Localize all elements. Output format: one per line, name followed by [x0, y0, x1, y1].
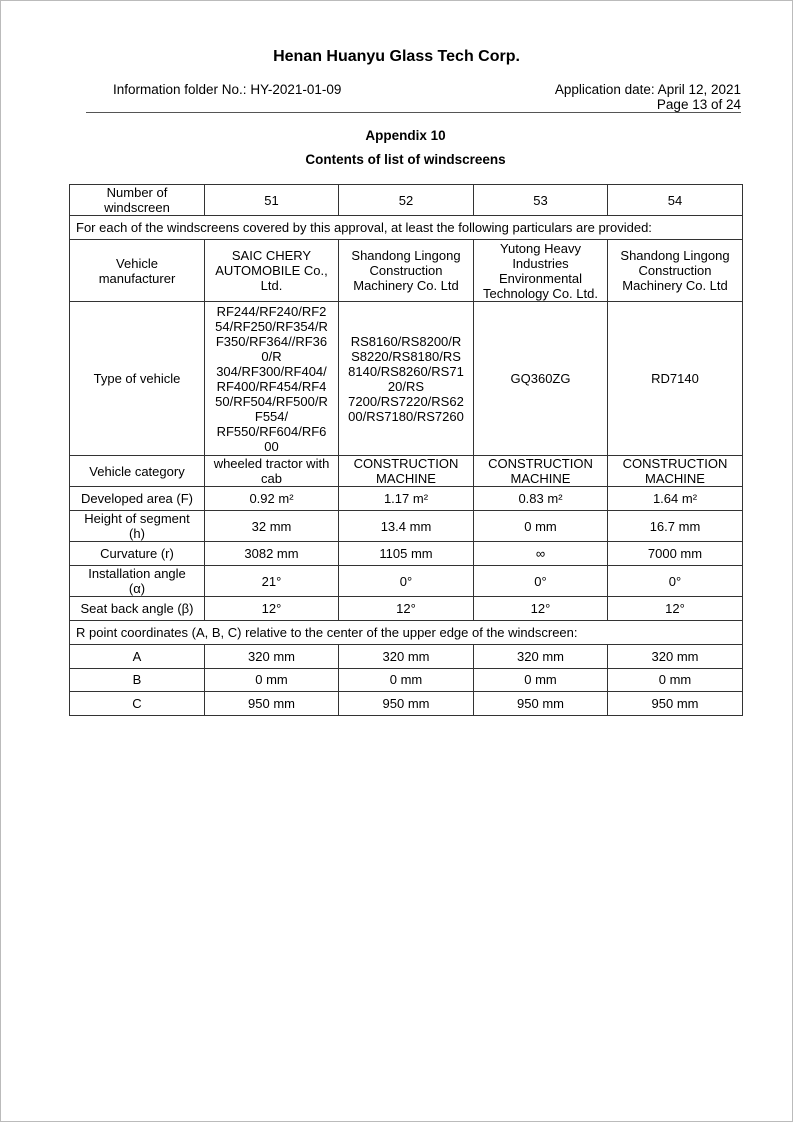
row-label: Curvature (r)	[69, 541, 205, 566]
table-cell: 1.17 m²	[338, 486, 474, 511]
table-cell: 1.64 m²	[607, 486, 743, 511]
table-cell: 16.7 mm	[607, 510, 743, 542]
table-cell: 21°	[204, 565, 339, 597]
coord-row: A 320 mm 320 mm 320 mm 320 mm	[69, 644, 743, 669]
table-cell: 0°	[607, 565, 743, 597]
row-label: Number of windscreen	[69, 184, 205, 216]
table-row: Height of segment (h) 32 mm 13.4 mm 0 mm 16.…	[69, 510, 743, 542]
table-cell: 7000 mm	[607, 541, 743, 566]
table-cell: 320 mm	[607, 644, 743, 669]
row-label: B	[69, 667, 205, 692]
table-row: Vehicle manufacturer SAIC CHERY AUTOMOBIL…	[69, 239, 743, 302]
table-row: Installation angle (α) 21° 0° 0° 0°	[69, 565, 743, 597]
table-cell: 3082 mm	[204, 541, 339, 566]
appendix-title: Appendix 10	[365, 128, 446, 143]
table-cell: wheeled tractor with cab	[204, 455, 339, 487]
row-label: Installation angle (α)	[69, 565, 205, 597]
table-cell: CONSTRUCTION MACHINE	[473, 455, 608, 487]
table-cell: Yutong Heavy Industries Environmental Te…	[473, 239, 608, 302]
row-label: Height of segment (h)	[69, 510, 205, 542]
table-cell: RD7140	[607, 301, 743, 456]
table-row: Seat back angle (β) 12° 12° 12° 12°	[69, 596, 743, 621]
row-label: Vehicle category	[69, 455, 205, 487]
windscreen-number: 52	[338, 184, 474, 216]
table-cell: 0 mm	[607, 667, 743, 692]
table-cell: 950 mm	[473, 691, 608, 716]
folder-number: Information folder No.: HY-2021-01-09	[113, 82, 342, 97]
table-cell: 12°	[204, 596, 339, 621]
intro-row: For each of the windscreens covered by t…	[69, 215, 743, 240]
table-cell: 0°	[338, 565, 474, 597]
windscreen-number: 54	[607, 184, 743, 216]
page-number: Page 13 of 24	[656, 97, 741, 112]
windscreen-number: 51	[204, 184, 339, 216]
windscreen-table: Number of windscreen 51 52 53 54 For each of …	[69, 184, 743, 716]
table-header-row: Number of windscreen 51 52 53 54	[69, 184, 743, 216]
table-cell: 0 mm	[473, 667, 608, 692]
table-cell: 320 mm	[473, 644, 608, 669]
table-cell: Shandong Lingong Construction Machinery …	[338, 239, 474, 302]
row-label: Vehicle manufacturer	[69, 239, 205, 302]
rpoint-text: R point coordinates (A, B, C) relative t…	[69, 620, 743, 645]
table-cell: 12°	[473, 596, 608, 621]
table-cell: 0.92 m²	[204, 486, 339, 511]
table-cell: ∞	[473, 541, 608, 566]
table-cell: GQ360ZG	[473, 301, 608, 456]
table-cell: SAIC CHERY AUTOMOBILE Co., Ltd.	[204, 239, 339, 302]
intro-text: For each of the windscreens covered by t…	[69, 215, 743, 240]
row-label: A	[69, 644, 205, 669]
table-cell: 0°	[473, 565, 608, 597]
table-cell: 950 mm	[607, 691, 743, 716]
table-cell: 13.4 mm	[338, 510, 474, 542]
application-info: Application date: April 12, 2021 Page 13…	[555, 82, 741, 112]
table-cell: 0 mm	[338, 667, 474, 692]
table-cell: 320 mm	[338, 644, 474, 669]
table-cell: Shandong Lingong Construction Machinery …	[607, 239, 743, 302]
table-row: Type of vehicle RF244/RF240/RF2 54/RF250/…	[69, 301, 743, 456]
table-cell: 12°	[607, 596, 743, 621]
row-label: Type of vehicle	[69, 301, 205, 456]
table-cell: 32 mm	[204, 510, 339, 542]
row-label: Developed area (F)	[69, 486, 205, 511]
table-cell: CONSTRUCTION MACHINE	[607, 455, 743, 487]
table-cell: CONSTRUCTION MACHINE	[338, 455, 474, 487]
header-divider	[86, 112, 741, 113]
table-cell: 1105 mm	[338, 541, 474, 566]
table-cell: 950 mm	[204, 691, 339, 716]
table-cell: 0 mm	[204, 667, 339, 692]
table-cell: 0 mm	[473, 510, 608, 542]
windscreen-number: 53	[473, 184, 608, 216]
table-cell: 0.83 m²	[473, 486, 608, 511]
coord-row: C 950 mm 950 mm 950 mm 950 mm	[69, 691, 743, 716]
application-date: Application date: April 12, 2021	[554, 82, 741, 97]
table-cell: RS8160/RS8200/R S8220/RS8180/RS 8140/RS8…	[338, 301, 474, 456]
company-name: Henan Huanyu Glass Tech Corp.	[273, 48, 520, 65]
row-label: Seat back angle (β)	[69, 596, 205, 621]
table-cell: 950 mm	[338, 691, 474, 716]
table-row: Vehicle category wheeled tractor with cab…	[69, 455, 743, 487]
table-cell: RF244/RF240/RF2 54/RF250/RF354/R F350/RF…	[204, 301, 339, 456]
table-cell: 12°	[338, 596, 474, 621]
table-cell: 320 mm	[204, 644, 339, 669]
row-label: C	[69, 691, 205, 716]
table-row: Curvature (r) 3082 mm 1105 mm ∞ 7000 mm	[69, 541, 743, 566]
table-row: Developed area (F) 0.92 m² 1.17 m² 0.83 m² 1…	[69, 486, 743, 511]
section-subtitle: Contents of list of windscreens	[305, 152, 506, 167]
rpoint-row: R point coordinates (A, B, C) relative t…	[69, 620, 743, 645]
